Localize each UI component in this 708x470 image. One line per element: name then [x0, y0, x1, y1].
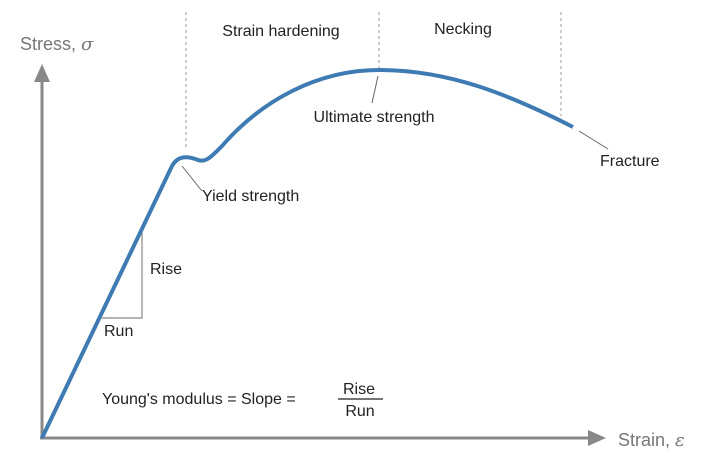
- label-yield-strength: Yield strength: [202, 188, 299, 205]
- epsilon-symbol: ε: [675, 430, 685, 451]
- formula-denominator: Run: [345, 403, 374, 420]
- slope-triangle: [102, 232, 143, 319]
- ultimate-leader: [371, 75, 379, 104]
- yield-leader: [181, 165, 203, 192]
- label-fracture: Fracture: [600, 153, 660, 170]
- region-necking: Necking: [434, 21, 492, 38]
- y-axis-label: Stress, σ: [20, 34, 94, 55]
- x-axis-label: Strain, ε: [618, 430, 685, 451]
- sigma-symbol: σ: [81, 34, 94, 55]
- y-axis-arrow: [34, 64, 50, 82]
- label-ultimate-strength: Ultimate strength: [314, 109, 435, 126]
- x-axis-arrow: [588, 430, 606, 446]
- formula-lhs: Young's modulus = Slope =: [102, 391, 296, 408]
- formula-numerator: Rise: [343, 381, 375, 398]
- region-strain-hardening: Strain hardening: [222, 23, 339, 40]
- label-run: Run: [104, 323, 133, 340]
- fracture-leader: [578, 130, 609, 150]
- stress-strain-curve: [40, 68, 574, 439]
- label-rise: Rise: [150, 261, 182, 278]
